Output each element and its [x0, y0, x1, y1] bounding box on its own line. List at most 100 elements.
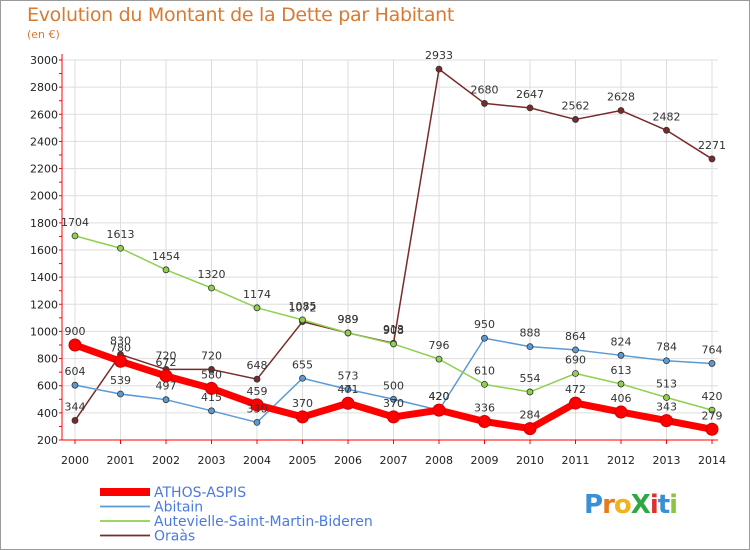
- data-label: 2647: [516, 88, 544, 101]
- data-point: [481, 100, 488, 107]
- y-tick-label: 1000: [30, 325, 58, 338]
- data-label: 420: [429, 390, 450, 403]
- data-point: [572, 116, 579, 123]
- data-label: 2482: [653, 110, 681, 123]
- x-tick-label: 2005: [289, 454, 317, 467]
- data-label: 2271: [698, 139, 726, 152]
- legend-label: ATHOS-ASPIS: [154, 485, 246, 501]
- y-tick-label: 600: [37, 380, 58, 393]
- x-tick-label: 2001: [107, 454, 135, 467]
- data-label: 908: [383, 324, 404, 337]
- data-label: 950: [474, 318, 495, 331]
- data-label: 415: [201, 391, 222, 404]
- data-label: 420: [702, 390, 723, 403]
- data-point: [341, 396, 355, 410]
- data-label: 279: [702, 409, 723, 422]
- data-label: 1613: [107, 228, 135, 241]
- data-point: [478, 415, 491, 429]
- data-label: 2933: [425, 49, 453, 62]
- chart-title: Evolution du Montant de la Dette par Hab…: [27, 4, 455, 26]
- data-point: [159, 369, 173, 383]
- chart-subtitle: (en €): [27, 28, 60, 41]
- data-point: [390, 395, 397, 403]
- x-tick-label: 2014: [698, 454, 726, 467]
- x-tick-label: 2007: [380, 454, 408, 467]
- data-point: [253, 375, 261, 383]
- x-tick-label: 2002: [152, 454, 180, 467]
- data-label: 1454: [152, 250, 180, 263]
- data-point: [71, 381, 79, 389]
- legend-label: Abitain: [154, 500, 203, 516]
- y-tick-label: 3000: [30, 54, 58, 67]
- data-point: [250, 398, 264, 412]
- data-point: [299, 374, 306, 382]
- data-point: [614, 405, 628, 419]
- data-label: 900: [65, 325, 86, 338]
- data-label: 604: [65, 365, 86, 378]
- data-point: [344, 385, 352, 393]
- data-label: 1085: [289, 300, 317, 313]
- y-tick-label: 800: [37, 353, 58, 366]
- y-tick-label: 1600: [30, 244, 58, 257]
- data-point: [708, 155, 716, 163]
- y-tick-label: 200: [37, 434, 58, 447]
- data-point: [708, 360, 716, 367]
- data-label: 472: [565, 383, 586, 396]
- data-label: 864: [565, 330, 586, 343]
- data-label: 655: [292, 358, 313, 371]
- legend-label: Autevielle-Saint-Martin-Bideren: [154, 514, 373, 530]
- data-point: [387, 410, 400, 424]
- legend-label: Oraàs: [154, 529, 195, 545]
- y-tick-label: 2800: [30, 81, 58, 94]
- x-tick-label: 2003: [198, 454, 226, 467]
- data-point: [114, 354, 127, 368]
- x-tick-label: 2011: [562, 454, 590, 467]
- data-label: 497: [156, 380, 177, 393]
- data-label: 370: [383, 397, 404, 410]
- data-point: [71, 232, 79, 240]
- x-tick-label: 2008: [425, 454, 453, 467]
- data-point: [208, 366, 215, 373]
- y-tick-label: 2600: [30, 108, 58, 121]
- data-point: [344, 329, 352, 337]
- data-label: 1174: [243, 288, 271, 301]
- data-label: 406: [611, 392, 632, 405]
- y-tick-label: 1800: [30, 217, 58, 230]
- data-point: [117, 390, 124, 398]
- data-point: [526, 388, 534, 396]
- data-label: 336: [474, 402, 495, 415]
- data-label: 672: [156, 356, 177, 369]
- data-point: [663, 126, 670, 134]
- data-label: 554: [520, 372, 541, 385]
- data-label: 989: [338, 313, 359, 326]
- data-label: 989: [338, 313, 359, 326]
- data-label: 1072: [289, 302, 317, 315]
- data-label: 344: [65, 400, 86, 413]
- data-label: 2562: [562, 99, 590, 112]
- y-tick-label: 1200: [30, 298, 58, 311]
- data-point: [572, 370, 579, 377]
- data-label: 690: [565, 354, 586, 367]
- data-label: 513: [656, 378, 677, 391]
- data-point: [663, 357, 670, 365]
- data-label: 580: [201, 368, 222, 381]
- data-point: [617, 107, 625, 114]
- data-point: [572, 346, 579, 354]
- data-label: 780: [110, 341, 131, 354]
- data-label: 720: [201, 349, 222, 362]
- data-label: 888: [520, 327, 541, 340]
- data-point: [569, 396, 582, 410]
- data-point: [208, 284, 215, 292]
- data-label: 500: [383, 379, 404, 392]
- data-label: 648: [247, 359, 268, 372]
- data-point: [660, 414, 673, 428]
- data-label: 784: [656, 341, 677, 354]
- data-point: [117, 244, 124, 252]
- y-tick-label: 400: [37, 407, 58, 420]
- x-tick-label: 2004: [243, 454, 271, 467]
- data-label: 330: [247, 402, 268, 415]
- data-label: 459: [247, 385, 268, 398]
- data-label: 343: [656, 401, 677, 414]
- data-point: [481, 380, 488, 388]
